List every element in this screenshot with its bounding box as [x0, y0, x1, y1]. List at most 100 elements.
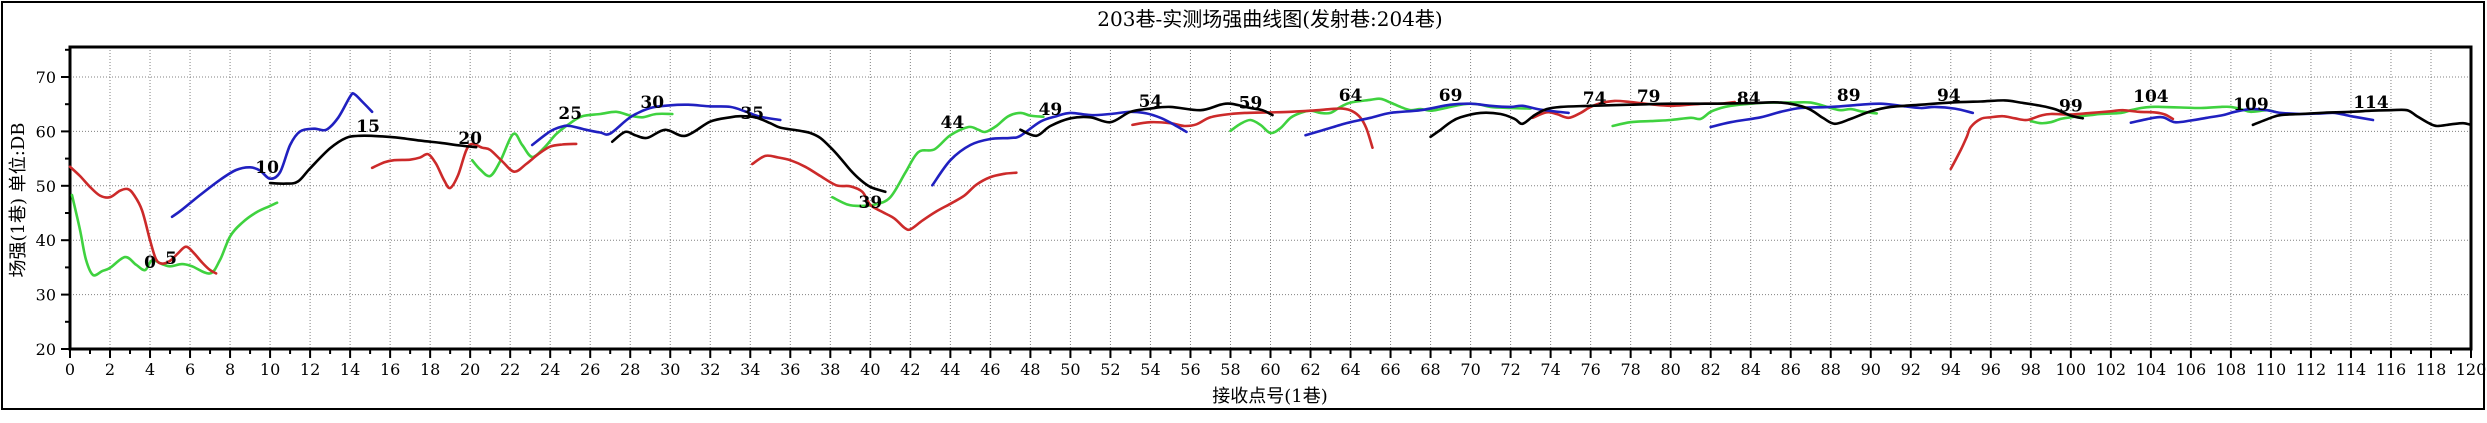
x-tick-label: 108	[2216, 360, 2247, 379]
series-green-segment	[2029, 105, 2277, 125]
point-label-0: 0	[144, 253, 156, 273]
x-tick-label: 86	[1781, 360, 1801, 379]
x-tick-label: 116	[2376, 360, 2407, 379]
gridlines	[70, 47, 2471, 349]
x-tick-label: 72	[1500, 360, 1520, 379]
x-tick-label: 58	[1220, 360, 1240, 379]
x-tick-label: 42	[900, 360, 920, 379]
outer-frame	[1, 1, 2485, 410]
series-red-segment	[1949, 108, 2175, 171]
x-tick-label: 8	[225, 360, 235, 379]
x-tick-label: 100	[2056, 360, 2087, 379]
x-tick-label: 94	[1941, 360, 1961, 379]
y-axis-title: 场强(1巷) 单位:DB	[8, 123, 29, 278]
x-tick-label: 52	[1100, 360, 1120, 379]
point-label-44: 44	[941, 113, 965, 133]
data-series	[68, 92, 2473, 277]
x-tick-label: 2	[105, 360, 115, 379]
y-tick-label: 50	[36, 177, 56, 196]
x-tick-label: 84	[1741, 360, 1761, 379]
x-axis-title: 接收点号(1巷)	[1212, 386, 1328, 407]
x-tick-label: 4	[145, 360, 155, 379]
point-label-94: 94	[1937, 86, 1961, 106]
point-label-114: 114	[2353, 93, 2389, 113]
series-red-segment	[370, 142, 578, 190]
x-tick-label: 48	[1020, 360, 1040, 379]
y-tick-label: 70	[36, 68, 56, 87]
point-label-59: 59	[1239, 94, 1263, 114]
x-tick-label: 104	[2136, 360, 2167, 379]
point-number-labels: 0 5 10 15 20 25 30 35 39 44 49 54 59 64 69 74 79 84 89 94 99…	[144, 86, 2389, 273]
series-black-segment	[610, 114, 887, 194]
series-green-segment	[1611, 100, 1879, 128]
x-tick-label: 96	[1981, 360, 2001, 379]
x-tick-label: 82	[1701, 360, 1721, 379]
chart-title: 203巷-实测场强曲线图(发射巷:204巷)	[1097, 7, 1442, 31]
series-blue-segment	[1709, 102, 1975, 129]
series-blue-segment	[530, 103, 782, 147]
series-blue-segment	[931, 110, 1188, 187]
x-tick-label: 60	[1260, 360, 1280, 379]
point-label-74: 74	[1583, 89, 1607, 109]
x-tick-label: 18	[420, 360, 440, 379]
x-tick-label: 32	[700, 360, 720, 379]
point-label-15: 15	[356, 117, 380, 137]
x-tick-label: 44	[940, 360, 960, 379]
series-black-segment	[1019, 102, 1274, 138]
x-tick-label: 120	[2456, 360, 2487, 379]
point-label-104: 104	[2133, 87, 2169, 107]
x-tick-label: 16	[380, 360, 400, 379]
x-tick-label: 26	[580, 360, 600, 379]
x-tick-label: 34	[740, 360, 760, 379]
x-tick-label: 40	[860, 360, 880, 379]
series-black-segment	[2251, 108, 2473, 128]
axis-ticks	[61, 48, 2472, 358]
x-tick-label: 46	[980, 360, 1000, 379]
series-black-segment	[1429, 99, 2085, 139]
point-label-5: 5	[165, 249, 177, 269]
x-tick-label: 114	[2336, 360, 2367, 379]
x-tick-label: 12	[300, 360, 320, 379]
x-tick-label: 54	[1140, 360, 1160, 379]
point-label-35: 35	[740, 104, 764, 124]
x-tick-label: 66	[1380, 360, 1400, 379]
x-tick-label: 38	[820, 360, 840, 379]
series-red-segment	[68, 165, 218, 275]
y-tick-label: 40	[36, 231, 56, 250]
x-tick-label: 0	[65, 360, 75, 379]
x-tick-label: 6	[185, 360, 195, 379]
x-tick-label: 70	[1460, 360, 1480, 379]
x-tick-label: 22	[500, 360, 520, 379]
x-tick-label: 24	[540, 360, 560, 379]
point-label-79: 79	[1637, 87, 1661, 107]
x-tick-label: 30	[660, 360, 680, 379]
x-tick-label: 110	[2256, 360, 2287, 379]
x-tick-label: 118	[2416, 360, 2447, 379]
point-label-89: 89	[1837, 86, 1861, 106]
x-tick-label: 98	[2021, 360, 2041, 379]
point-label-99: 99	[2059, 96, 2083, 116]
point-label-25: 25	[558, 104, 582, 124]
x-tick-label: 112	[2296, 360, 2327, 379]
series-red-segment	[750, 154, 1018, 232]
x-tick-label: 28	[620, 360, 640, 379]
x-tick-label: 90	[1861, 360, 1881, 379]
x-tick-label: 36	[780, 360, 800, 379]
x-tick-label: 78	[1620, 360, 1640, 379]
x-tick-label: 80	[1660, 360, 1680, 379]
x-tick-label: 20	[460, 360, 480, 379]
point-label-64: 64	[1339, 86, 1363, 106]
point-label-84: 84	[1737, 89, 1761, 109]
point-label-30: 30	[640, 93, 664, 113]
y-tick-label: 60	[36, 122, 56, 141]
point-label-54: 54	[1139, 92, 1163, 112]
x-tick-label: 74	[1540, 360, 1560, 379]
series-black	[268, 99, 2473, 194]
point-label-39: 39	[858, 193, 882, 213]
point-label-49: 49	[1039, 100, 1063, 120]
x-tick-label: 64	[1340, 360, 1360, 379]
x-tick-label: 88	[1821, 360, 1841, 379]
